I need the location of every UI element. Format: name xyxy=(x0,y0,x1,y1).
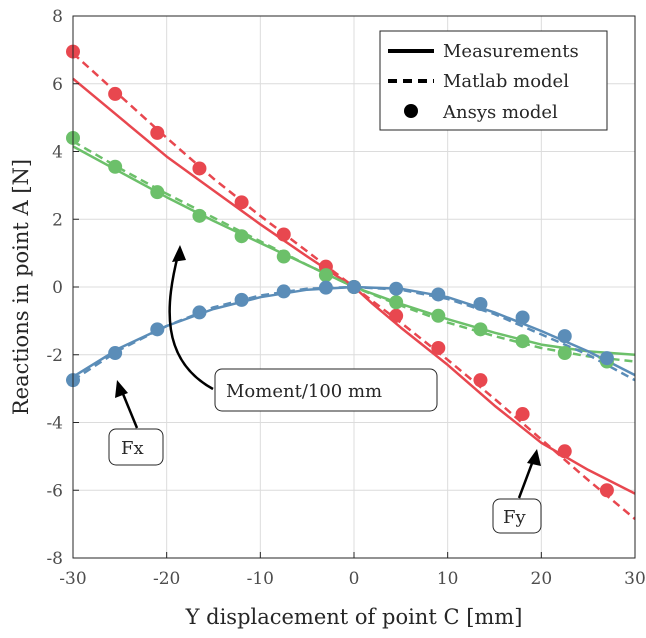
fx-ansys-point xyxy=(234,292,249,307)
moment-ansys-point xyxy=(515,334,530,349)
moment-ansys-point xyxy=(234,229,249,244)
moment-ansys-point xyxy=(318,268,333,283)
fy-ansys-point xyxy=(108,86,123,101)
x-axis-label: Y displacement of point C [mm] xyxy=(185,605,523,629)
fy-ansys-point xyxy=(389,308,404,323)
y-tick-label: -4 xyxy=(46,414,63,434)
fy-ansys-point xyxy=(557,444,572,459)
fy-ansys-point xyxy=(431,340,446,355)
fy-ansys-point xyxy=(473,373,488,388)
fx-ansys-point xyxy=(599,351,614,366)
fx-ansys-point xyxy=(108,346,123,361)
moment-annotation: Moment/100 mm xyxy=(168,245,438,412)
fy-ansys-point xyxy=(150,125,165,140)
x-tick-label: 30 xyxy=(624,569,646,589)
fy-ansys-point xyxy=(192,161,207,176)
fx-ansys-point xyxy=(276,284,291,299)
moment-ansys-point xyxy=(192,208,207,223)
fx-label-box xyxy=(108,428,164,466)
fx-label: Fx xyxy=(121,438,144,459)
fx-arrow-head xyxy=(115,380,128,398)
moment-ansys-point xyxy=(276,249,291,264)
y-tick-label: 4 xyxy=(52,143,63,163)
moment-ansys-point xyxy=(389,295,404,310)
legend-box xyxy=(379,30,608,131)
moment-ansys-point xyxy=(473,322,488,337)
fx-ansys-point xyxy=(515,310,530,325)
fx-ansys-point xyxy=(318,280,333,295)
y-tick-label: -6 xyxy=(46,481,63,501)
moment-ansys-point xyxy=(150,185,165,200)
moment-ansys-point xyxy=(431,308,446,323)
legend-ansys-label: Ansys model xyxy=(442,102,558,123)
y-tick-label: 2 xyxy=(52,210,63,230)
moment-label-box xyxy=(214,368,438,412)
y-tick-label: -8 xyxy=(46,549,63,569)
fx-arrow xyxy=(119,388,139,429)
moment-label: Moment/100 mm xyxy=(226,381,382,402)
fy-annotation: Fy xyxy=(492,449,542,534)
x-tick-label: 20 xyxy=(531,569,553,589)
moment-arrow xyxy=(168,250,214,391)
fy-label: Fy xyxy=(503,507,526,528)
fy-ansys-point xyxy=(234,195,249,210)
x-tick-label: -30 xyxy=(59,569,86,589)
fy-label-box xyxy=(492,498,542,534)
legend: Measurements Matlab model Ansys model xyxy=(379,30,608,131)
moment-ansys-point xyxy=(557,346,572,361)
fx-ansys-point xyxy=(192,305,207,320)
fy-ansys-point xyxy=(599,483,614,498)
moment-ansys-point xyxy=(108,159,123,174)
x-tick-label: 10 xyxy=(437,569,459,589)
x-tick-label: -20 xyxy=(153,569,180,589)
fx-ansys-point xyxy=(150,322,165,337)
fy-arrow-head xyxy=(527,449,541,466)
legend-matlab-label: Matlab model xyxy=(443,71,569,92)
y-tick-label: 0 xyxy=(52,278,63,298)
moment-arrow-head xyxy=(172,245,186,262)
y-tick-label: 6 xyxy=(52,75,63,95)
y-tick-label: 8 xyxy=(52,7,63,27)
fx-annotation: Fx xyxy=(108,380,164,466)
fy-arrow xyxy=(517,457,536,499)
fx-ansys-point xyxy=(431,287,446,302)
fy-ansys-point xyxy=(515,407,530,422)
fy-ansys-point xyxy=(276,227,291,242)
x-tick-label: -10 xyxy=(247,569,274,589)
fx-ansys-point xyxy=(557,329,572,344)
fx-ansys-point xyxy=(347,280,361,294)
legend-measurements-label: Measurements xyxy=(443,41,579,62)
legend-ansys-swatch xyxy=(404,104,418,118)
fx-ansys-point xyxy=(473,296,488,311)
y-tick-label: -2 xyxy=(46,346,63,366)
y-axis-label: Reactions in point A [N] xyxy=(9,159,33,415)
fx-ansys-point xyxy=(389,281,404,296)
x-tick-label: 0 xyxy=(349,569,360,589)
